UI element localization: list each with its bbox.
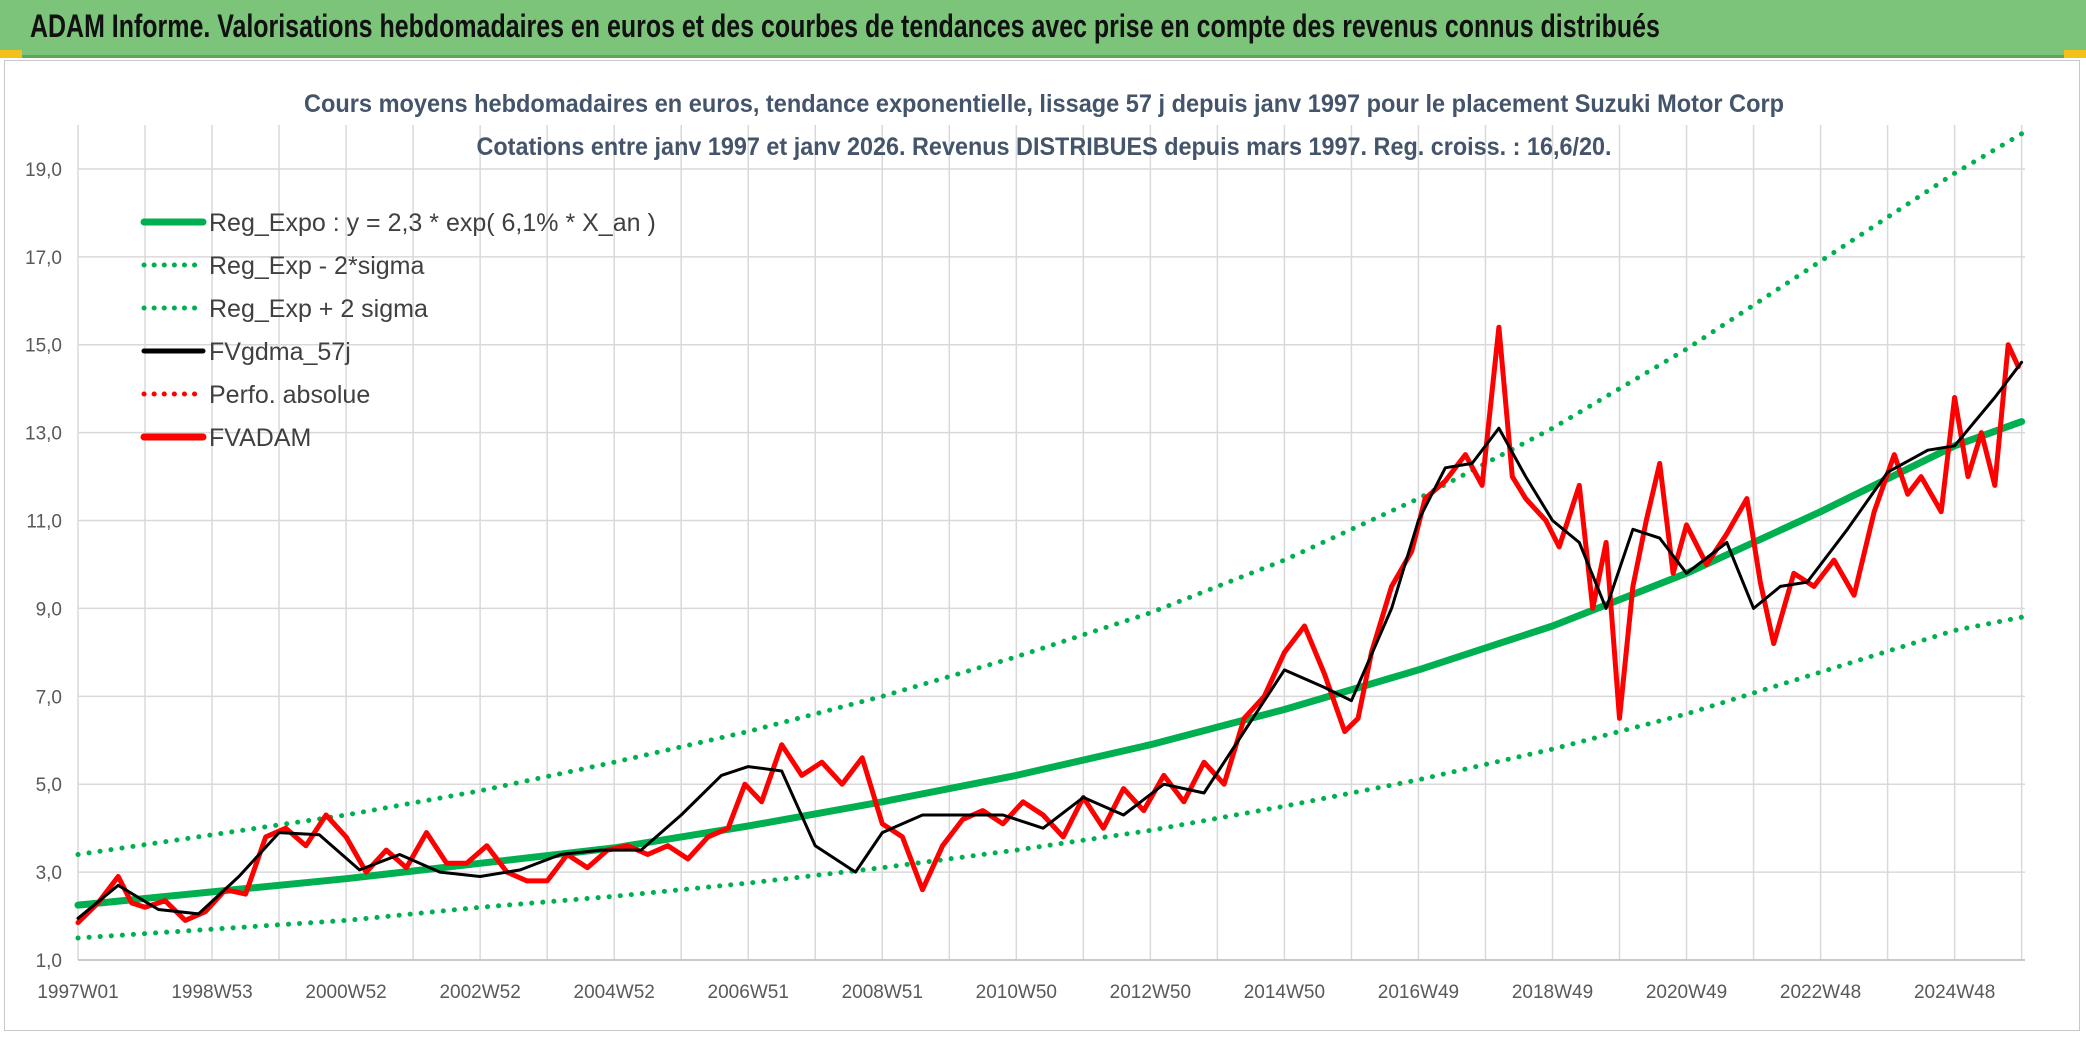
series-fvgdma-57j — [76, 360, 2024, 920]
x-tick-label: 2012W50 — [1110, 982, 1191, 1003]
x-tick-label: 2024W48 — [1914, 982, 1995, 1003]
x-tick-label: 1997W01 — [37, 982, 118, 1003]
banner: ADAM Informe. Valorisations hebdomadaire… — [0, 0, 2086, 58]
series-layer — [74, 131, 2026, 941]
y-tick-label: 1,0 — [36, 951, 62, 972]
legend-label: FVgdma_57j — [209, 338, 351, 366]
legend: Reg_Expo : y = 2,3 * exp( 6,1% * X_an ) R… — [140, 209, 656, 452]
banner-title: ADAM Informe. Valorisations hebdomadaire… — [30, 8, 1660, 44]
x-tick-label: 2014W50 — [1244, 982, 1325, 1003]
corner-marker-right — [2064, 50, 2086, 58]
y-tick-label: 13,0 — [25, 424, 62, 445]
series-reg-plus-2sigma — [75, 131, 2025, 857]
chart-title: Cours moyens hebdomadaires en euros, ten… — [304, 90, 1784, 118]
x-tick-label: 2022W48 — [1780, 982, 1861, 1003]
corner-marker-left — [0, 50, 22, 58]
y-tick-label: 3,0 — [36, 863, 62, 884]
chart-subtitle: Cotations entre janv 1997 et janv 2026. … — [477, 133, 1612, 161]
x-tick-label: 2008W51 — [842, 982, 923, 1003]
x-tick-label: 2010W50 — [976, 982, 1057, 1003]
legend-label: Reg_Exp + 2 sigma — [209, 295, 428, 323]
legend-label: Perfo. absolue — [209, 381, 370, 409]
series-reg-expo — [74, 418, 2026, 909]
x-tick-label: 2000W52 — [305, 982, 386, 1003]
y-tick-label: 7,0 — [36, 687, 62, 708]
legend-label: FVADAM — [209, 424, 311, 452]
x-tick-label: 2006W51 — [708, 982, 789, 1003]
y-tick-label: 17,0 — [25, 248, 62, 269]
x-tick-label: 2004W52 — [574, 982, 655, 1003]
series-fvadam — [75, 324, 2021, 926]
legend-label: Reg_Exp - 2*sigma — [209, 252, 424, 280]
x-tick-label: 2018W49 — [1512, 982, 1593, 1003]
x-tick-label: 2016W49 — [1378, 982, 1459, 1003]
y-tick-label: 5,0 — [36, 775, 62, 796]
y-tick-label: 9,0 — [36, 599, 62, 620]
x-tick-label: 2020W49 — [1646, 982, 1727, 1003]
y-tick-label: 19,0 — [25, 160, 62, 181]
x-tick-label: 1998W53 — [171, 982, 252, 1003]
chart-frame — [4, 60, 2080, 1031]
grid — [77, 125, 2025, 961]
y-tick-label: 15,0 — [25, 336, 62, 357]
y-tick-label: 11,0 — [26, 512, 62, 533]
x-tick-label: 2002W52 — [439, 982, 520, 1003]
legend-label: Reg_Expo : y = 2,3 * exp( 6,1% * X_an ) — [209, 209, 656, 237]
tick-labels: 1,0 3,0 5,0 7,0 9,0 11,0 13,0 15,0 17,0 19,0 1997W… — [25, 160, 1995, 1003]
series-reg-minus-2sigma — [75, 614, 2025, 941]
